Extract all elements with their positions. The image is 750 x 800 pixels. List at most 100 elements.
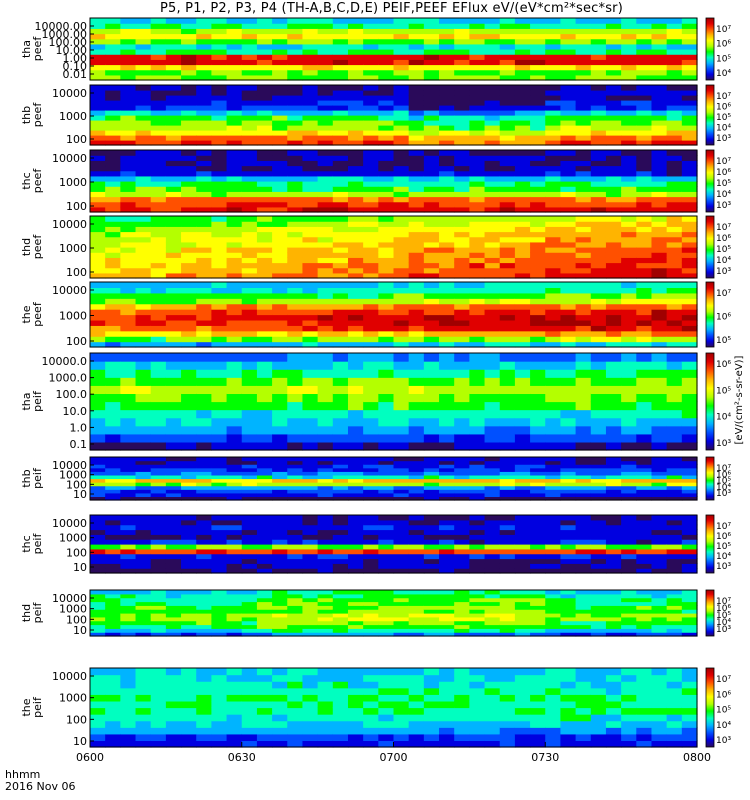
heatmap-cell xyxy=(302,681,319,689)
heatmap-cell xyxy=(378,385,395,395)
heatmap-cell xyxy=(135,467,152,472)
heatmap-cell xyxy=(560,377,577,386)
heatmap-cell xyxy=(454,309,470,316)
heatmap-cell xyxy=(287,539,304,545)
colorbar-tick-label: 10⁴ xyxy=(716,256,731,266)
heatmap-cell xyxy=(666,544,683,550)
heatmap-cell xyxy=(165,417,182,427)
heatmap-cell xyxy=(226,28,243,35)
heatmap-cell xyxy=(105,393,121,403)
heatmap-cell xyxy=(666,593,683,599)
heatmap-cell xyxy=(590,433,607,443)
heatmap-cell xyxy=(514,309,531,316)
colorbar-tick-label: 10⁶ xyxy=(716,103,731,113)
heatmap-cell xyxy=(514,524,531,531)
heatmap-cell xyxy=(302,43,319,50)
panel-label: peef xyxy=(31,36,44,62)
heatmap-cell xyxy=(681,221,698,227)
heatmap-cell xyxy=(165,252,182,258)
heatmap-cell xyxy=(347,330,364,337)
heatmap-cell xyxy=(272,668,288,676)
heatmap-cell xyxy=(514,727,531,735)
heatmap-cell xyxy=(681,474,698,480)
heatmap-cell xyxy=(317,303,334,310)
heatmap-cell xyxy=(90,314,106,321)
heatmap-cell xyxy=(393,590,410,595)
heatmap-cell xyxy=(196,515,213,521)
heatmap-cell xyxy=(514,69,531,76)
heatmap-cell xyxy=(423,624,440,629)
heatmap-cell xyxy=(590,221,607,227)
heatmap-cell xyxy=(439,105,455,111)
heatmap-cell xyxy=(423,707,440,715)
heatmap-cell xyxy=(363,170,379,177)
heatmap-cell xyxy=(272,298,288,305)
heatmap-cell xyxy=(454,417,470,427)
heatmap-cell xyxy=(393,115,410,121)
heatmap-cell xyxy=(666,377,683,386)
heatmap-cell xyxy=(120,38,137,45)
heatmap-cell xyxy=(241,624,258,629)
heatmap-cell xyxy=(287,681,304,689)
heatmap-cell xyxy=(181,385,197,395)
heatmap-cell xyxy=(226,632,243,637)
heatmap-cell xyxy=(181,597,197,603)
heatmap-cell xyxy=(484,707,501,715)
heatmap-cell xyxy=(393,125,410,131)
heatmap-cell xyxy=(287,534,304,540)
heatmap-cell xyxy=(605,593,622,599)
heatmap-cell xyxy=(226,524,243,531)
heatmap-cell xyxy=(150,377,167,386)
heatmap-cell xyxy=(287,120,304,126)
heatmap-cell xyxy=(196,165,213,172)
heatmap-cell xyxy=(378,694,395,702)
heatmap-cell xyxy=(150,553,167,560)
y-tick-label: 1000 xyxy=(59,603,87,616)
heatmap-cell xyxy=(651,674,668,682)
heatmap-cell xyxy=(302,489,319,494)
heatmap-cell xyxy=(241,130,258,136)
heatmap-cell xyxy=(120,740,137,748)
heatmap-cell xyxy=(211,125,228,131)
heatmap-cell xyxy=(363,478,379,483)
heatmap-cell xyxy=(378,482,395,487)
heatmap-cell xyxy=(545,272,562,279)
heatmap-cell xyxy=(560,681,577,689)
heatmap-cell xyxy=(590,496,607,501)
heatmap-cell xyxy=(636,460,653,465)
heatmap-cell xyxy=(408,140,425,146)
heatmap-cell xyxy=(272,409,288,419)
heatmap-cell xyxy=(241,544,258,550)
heatmap-cell xyxy=(408,548,425,555)
heatmap-cell xyxy=(666,221,683,227)
heatmap-cell xyxy=(545,485,562,490)
heatmap-cell xyxy=(347,272,364,279)
heatmap-cell xyxy=(484,282,501,289)
heatmap-cell xyxy=(272,393,288,403)
heatmap-cell xyxy=(666,464,683,469)
heatmap-cell xyxy=(196,605,213,610)
heatmap-cell xyxy=(287,548,304,555)
heatmap-cell xyxy=(469,18,486,24)
heatmap-cell xyxy=(90,385,106,395)
heatmap-cell xyxy=(211,309,228,316)
heatmap-cell xyxy=(302,519,319,526)
heatmap-cell xyxy=(590,485,607,490)
heatmap-cell xyxy=(560,616,577,622)
heatmap-cell xyxy=(605,727,622,735)
heatmap-cell xyxy=(332,425,349,435)
heatmap-cell xyxy=(666,175,683,182)
heatmap-cell xyxy=(105,369,121,378)
heatmap-cell xyxy=(347,105,364,111)
heatmap-cell xyxy=(347,733,364,742)
heatmap-cell xyxy=(272,100,288,106)
heatmap-cell xyxy=(226,226,243,233)
heatmap-cell xyxy=(302,115,319,121)
heatmap-cell xyxy=(590,385,607,395)
heatmap-cell xyxy=(347,267,364,274)
heatmap-cell xyxy=(621,100,637,106)
heatmap-cell xyxy=(226,471,243,476)
heatmap-cell xyxy=(105,613,121,618)
heatmap-cell xyxy=(332,43,349,50)
heatmap-cell xyxy=(363,553,379,560)
